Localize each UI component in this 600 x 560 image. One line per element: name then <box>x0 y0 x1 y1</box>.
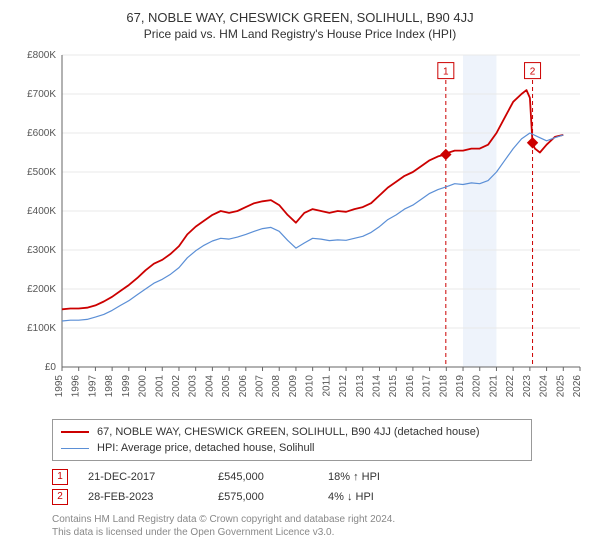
svg-text:2020: 2020 <box>472 375 483 398</box>
svg-text:2019: 2019 <box>455 375 466 398</box>
sale-marker-row: 1 21-DEC-2017£545,00018% ↑ HPI <box>52 467 586 487</box>
legend: 67, NOBLE WAY, CHESWICK GREEN, SOLIHULL,… <box>52 419 532 461</box>
marker-date: 28-FEB-2023 <box>88 491 218 503</box>
footer-line-2: This data is licensed under the Open Gov… <box>52 526 586 539</box>
svg-text:£700K: £700K <box>27 89 56 100</box>
svg-text:1998: 1998 <box>104 375 115 398</box>
svg-text:2017: 2017 <box>422 375 433 398</box>
svg-text:2006: 2006 <box>238 375 249 398</box>
svg-text:£400K: £400K <box>27 206 56 217</box>
svg-text:£800K: £800K <box>27 50 56 61</box>
marker-price: £575,000 <box>218 491 328 503</box>
legend-swatch <box>61 448 89 449</box>
svg-text:£300K: £300K <box>27 245 56 256</box>
legend-label: HPI: Average price, detached house, Soli… <box>97 442 315 454</box>
svg-text:1996: 1996 <box>71 375 82 398</box>
marker-delta: 4% ↓ HPI <box>328 491 448 503</box>
footer-line-1: Contains HM Land Registry data © Crown c… <box>52 513 586 526</box>
chart-svg: £0 £100K £200K £300K £400K £500K £600K £700K £80… <box>12 49 588 411</box>
footer-attribution: Contains HM Land Registry data © Crown c… <box>52 513 586 539</box>
svg-text:2007: 2007 <box>255 375 266 398</box>
svg-text:2012: 2012 <box>338 375 349 398</box>
legend-item: HPI: Average price, detached house, Soli… <box>61 440 523 456</box>
svg-text:2011: 2011 <box>321 375 332 397</box>
marker-date: 21-DEC-2017 <box>88 471 218 483</box>
svg-text:2026: 2026 <box>572 375 583 398</box>
svg-text:2005: 2005 <box>221 375 232 398</box>
svg-text:1: 1 <box>443 67 449 78</box>
marker-badge: 2 <box>52 489 68 505</box>
svg-text:£100K: £100K <box>27 323 56 334</box>
svg-text:1997: 1997 <box>87 375 98 398</box>
svg-text:2013: 2013 <box>355 375 366 398</box>
chart-title: 67, NOBLE WAY, CHESWICK GREEN, SOLIHULL,… <box>12 10 588 25</box>
svg-text:2002: 2002 <box>171 375 182 398</box>
marker-price: £545,000 <box>218 471 328 483</box>
chart-subtitle: Price paid vs. HM Land Registry's House … <box>12 27 588 41</box>
svg-text:2004: 2004 <box>204 375 215 398</box>
svg-text:2009: 2009 <box>288 375 299 398</box>
svg-text:2016: 2016 <box>405 375 416 398</box>
svg-text:£500K: £500K <box>27 167 56 178</box>
svg-text:1995: 1995 <box>54 375 65 398</box>
svg-text:2024: 2024 <box>539 375 550 398</box>
svg-text:£0: £0 <box>45 362 57 373</box>
svg-text:2: 2 <box>530 67 536 78</box>
svg-text:2014: 2014 <box>371 375 382 398</box>
marker-delta: 18% ↑ HPI <box>328 471 448 483</box>
svg-text:£200K: £200K <box>27 284 56 295</box>
legend-swatch <box>61 431 89 433</box>
marker-badge: 1 <box>52 469 68 485</box>
svg-text:2008: 2008 <box>271 375 282 398</box>
svg-text:2015: 2015 <box>388 375 399 398</box>
svg-text:2010: 2010 <box>305 375 316 398</box>
svg-text:£600K: £600K <box>27 128 56 139</box>
sale-markers-table: 1 21-DEC-2017£545,00018% ↑ HPI 2 28-FEB-202… <box>52 467 586 507</box>
svg-text:2025: 2025 <box>555 375 566 398</box>
chart-area: £0 £100K £200K £300K £400K £500K £600K £700K £80… <box>12 49 588 411</box>
legend-label: 67, NOBLE WAY, CHESWICK GREEN, SOLIHULL,… <box>97 426 480 438</box>
svg-text:1999: 1999 <box>121 375 132 398</box>
svg-text:2000: 2000 <box>138 375 149 398</box>
chart-container: 67, NOBLE WAY, CHESWICK GREEN, SOLIHULL,… <box>0 0 600 547</box>
svg-text:2021: 2021 <box>488 375 499 398</box>
svg-text:2001: 2001 <box>154 375 165 398</box>
svg-text:2022: 2022 <box>505 375 516 398</box>
sale-marker-row: 2 28-FEB-2023£575,0004% ↓ HPI <box>52 487 586 507</box>
svg-text:2003: 2003 <box>188 375 199 398</box>
svg-text:2018: 2018 <box>438 375 449 398</box>
svg-text:2023: 2023 <box>522 375 533 398</box>
legend-item: 67, NOBLE WAY, CHESWICK GREEN, SOLIHULL,… <box>61 424 523 440</box>
